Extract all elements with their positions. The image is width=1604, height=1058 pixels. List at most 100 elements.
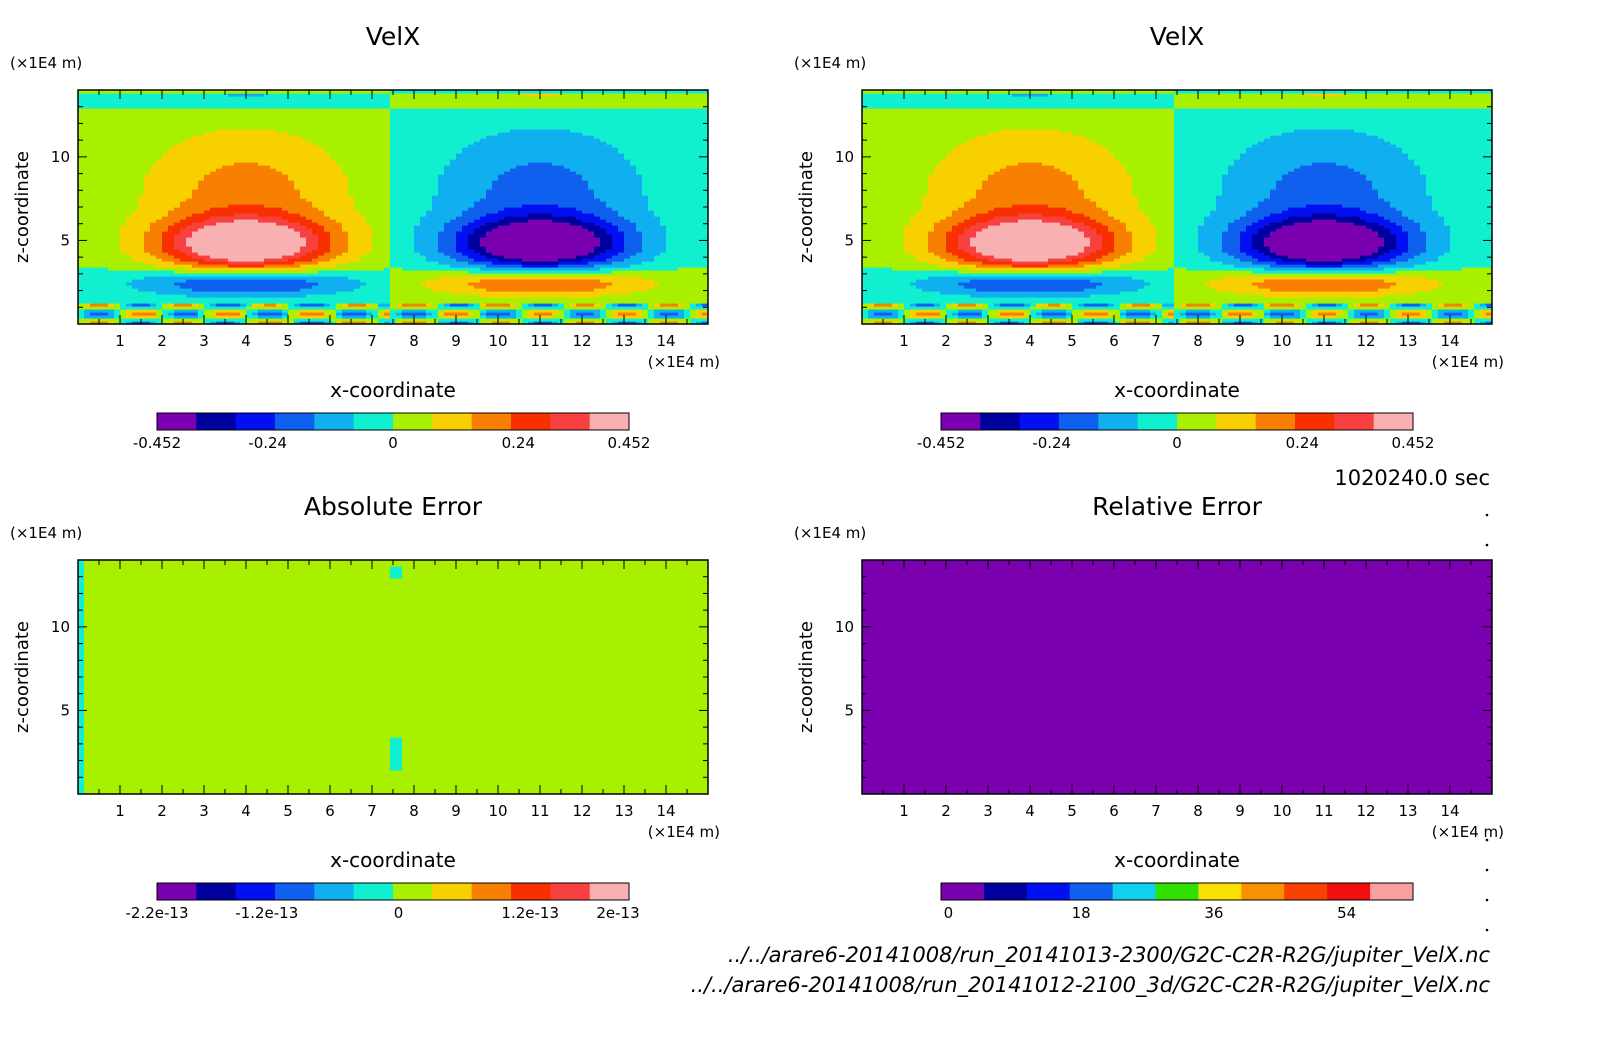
field-cell [168, 315, 175, 319]
field-cell [354, 231, 361, 235]
field-cell [414, 246, 421, 250]
field-cell [306, 270, 313, 274]
field-cell [234, 240, 241, 244]
field-cell [84, 285, 91, 289]
field-cell [426, 144, 433, 148]
field-cell [90, 159, 97, 163]
field-cell [444, 204, 451, 208]
field-cell [78, 177, 85, 181]
field-cell [396, 159, 403, 163]
field-cell [450, 258, 457, 262]
field-cell [282, 156, 289, 160]
field-cell [78, 93, 85, 97]
field-cell [222, 240, 229, 244]
field-cell [324, 267, 331, 271]
field-cell [414, 279, 421, 283]
field-cell [384, 153, 391, 157]
field-cell [312, 198, 319, 202]
field-cell [360, 183, 367, 187]
field-cell [162, 165, 169, 169]
field-cell [192, 99, 199, 103]
field-cell [102, 234, 109, 238]
field-cell [342, 309, 349, 313]
field-cell [126, 180, 133, 184]
field-cell [186, 261, 193, 265]
field-cell [192, 177, 199, 181]
field-cell [138, 243, 145, 247]
field-cell [432, 99, 439, 103]
field-cell [180, 183, 187, 187]
field-cell [120, 255, 127, 259]
field-cell [84, 132, 91, 136]
field-cell [156, 189, 163, 193]
field-cell [138, 312, 145, 316]
field-cell [78, 291, 85, 295]
field-cell [90, 276, 97, 280]
field-cell [366, 204, 373, 208]
field-cell [156, 246, 163, 250]
field-cell [240, 90, 247, 94]
field-cell [204, 285, 211, 289]
field-cell [174, 135, 181, 139]
field-cell [360, 180, 367, 184]
field-cell [432, 240, 439, 244]
field-cell [354, 108, 361, 112]
field-cell [330, 288, 337, 292]
field-cell [432, 186, 439, 190]
field-cell [264, 255, 271, 259]
field-cell [396, 204, 403, 208]
field-cell [420, 234, 427, 238]
field-cell [384, 114, 391, 118]
field-cell [162, 141, 169, 145]
field-cell [354, 225, 361, 229]
field-cell [378, 243, 385, 247]
field-cell [108, 276, 115, 280]
field-cell [300, 183, 307, 187]
field-cell [438, 168, 445, 172]
field-cell [360, 255, 367, 259]
field-cell [294, 138, 301, 142]
field-cell [450, 240, 457, 244]
field-cell [444, 186, 451, 190]
field-cell [162, 189, 169, 193]
field-cell [372, 153, 379, 157]
field-cell [414, 273, 421, 277]
field-cell [228, 141, 235, 145]
field-cell [168, 210, 175, 214]
field-cell [414, 291, 421, 295]
field-cell [276, 267, 283, 271]
field-cell [204, 294, 211, 298]
field-cell [306, 222, 313, 226]
field-cell [180, 96, 187, 100]
field-cell [282, 177, 289, 181]
field-cell [372, 129, 379, 133]
field-cell [288, 189, 295, 193]
field-cell [246, 243, 253, 247]
field-cell [384, 276, 391, 280]
field-cell [336, 141, 343, 145]
field-cell [324, 144, 331, 148]
field-cell [438, 276, 445, 280]
field-cell [234, 141, 241, 145]
field-cell [174, 213, 181, 217]
field-cell [360, 156, 367, 160]
field-cell [144, 138, 151, 142]
field-cell [282, 309, 289, 313]
field-cell [282, 249, 289, 253]
field-cell [186, 252, 193, 256]
field-cell [318, 279, 325, 283]
field-cell [270, 102, 277, 106]
field-cell [366, 276, 373, 280]
field-cell [390, 267, 397, 271]
field-cell [432, 303, 439, 307]
field-cell [366, 294, 373, 298]
field-cell [270, 246, 277, 250]
field-cell [264, 189, 271, 193]
field-cell [180, 243, 187, 247]
field-cell [174, 156, 181, 160]
field-cell [132, 102, 139, 106]
field-cell [408, 231, 415, 235]
field-cell [252, 93, 259, 97]
field-cell [180, 174, 187, 178]
field-cell [174, 195, 181, 199]
